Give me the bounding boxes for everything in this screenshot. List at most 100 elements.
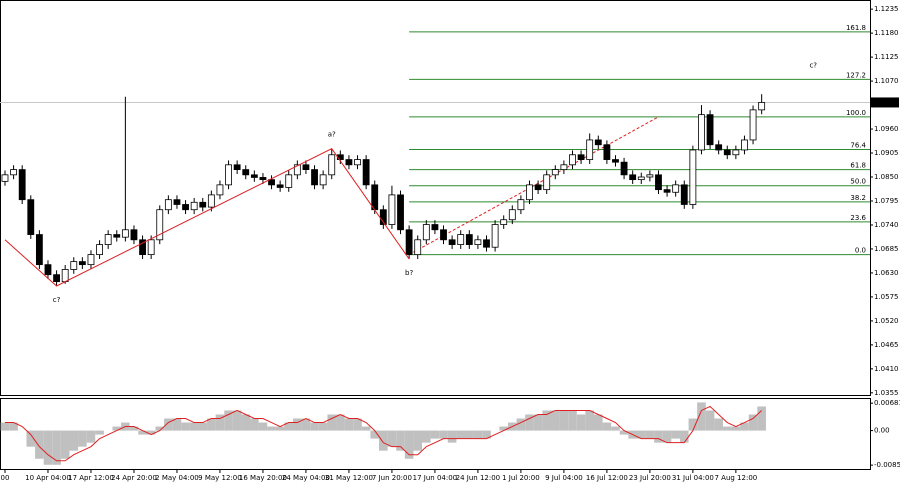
candle-body: [276, 184, 284, 188]
candle-body: [285, 174, 293, 188]
osc-bar: [336, 414, 345, 431]
candle-body: [732, 149, 740, 156]
candle-body: [268, 179, 275, 186]
osc-y-tick-label: 0.00: [874, 427, 890, 435]
candle-body: [698, 114, 705, 151]
x-tick-label: 10 Apr 04:00: [25, 474, 71, 482]
x-tick-label: 00: [1, 474, 10, 482]
osc-bar: [465, 430, 474, 439]
osc-bar: [370, 430, 380, 439]
main-panel: [0, 0, 871, 396]
candle-body: [362, 159, 370, 186]
candle-body: [27, 199, 35, 235]
candle-body: [663, 189, 671, 193]
osc-bar: [568, 410, 577, 431]
candle-body: [182, 204, 189, 211]
candle-body: [672, 184, 680, 193]
candle-body: [233, 164, 241, 170]
candle-body: [491, 224, 499, 248]
osc-bar: [267, 426, 276, 431]
osc-bar: [499, 426, 509, 431]
osc-y-tick-label: -0.00859: [874, 461, 900, 469]
osc-bar: [404, 430, 414, 459]
candle-body: [715, 144, 723, 151]
candle-body: [440, 229, 447, 241]
candle-body: [388, 194, 396, 225]
osc-bar: [284, 422, 294, 431]
candle-body: [422, 224, 430, 241]
candle-body: [259, 177, 267, 181]
fib-label: 23.6: [850, 214, 866, 222]
candle-body: [620, 161, 628, 176]
candle-body: [723, 149, 731, 156]
candle-body: [311, 169, 318, 186]
fib-label: 0.0: [855, 247, 866, 255]
candle-body: [706, 114, 714, 146]
osc-bar: [654, 430, 663, 443]
y-tick-label: 1.0740: [874, 221, 899, 229]
osc-bar: [353, 418, 362, 431]
y-tick-label: 1.1125: [874, 53, 899, 61]
wave-label: c?: [53, 296, 61, 304]
osc-bar: [559, 410, 569, 431]
x-tick-label: 24 Apr 20:00: [111, 474, 157, 482]
candle-body: [500, 219, 508, 225]
osc-bar: [198, 422, 208, 431]
x-tick-label: 24 Jun 12:00: [456, 474, 500, 482]
y-tick-label: 1.0355: [874, 389, 899, 397]
candle-body: [173, 199, 181, 205]
osc-bar: [525, 414, 534, 431]
osc-bar: [593, 414, 603, 431]
candle-body: [560, 164, 568, 170]
osc-bar: [379, 430, 388, 451]
candle-body: [543, 174, 551, 191]
candle-body: [680, 184, 688, 205]
osc-bar: [473, 430, 483, 439]
x-tick-label: 17 Jun 04:00: [413, 474, 457, 482]
candle-body: [508, 209, 516, 221]
osc-bar: [43, 430, 53, 465]
candle-body: [10, 169, 17, 176]
candle-body: [577, 154, 585, 160]
candle-body: [758, 102, 766, 111]
osc-bar: [78, 430, 87, 447]
y-tick-label: 1.0575: [874, 293, 899, 301]
y-tick-label: 1.0960: [874, 125, 899, 133]
candle-body: [354, 159, 361, 166]
candle-body: [551, 169, 559, 176]
osc-bar: [301, 418, 311, 431]
candle-body: [87, 254, 95, 266]
osc-bar: [95, 430, 104, 435]
osc-bar: [705, 410, 715, 431]
candle-body: [216, 184, 224, 196]
candle-body: [1, 174, 9, 182]
x-tick-label: 24 May 04:00: [282, 474, 330, 482]
osc-bar: [731, 426, 741, 431]
fib-label: 50.0: [850, 178, 866, 186]
osc-bar: [181, 422, 190, 431]
fib-label: 161.8: [846, 24, 866, 32]
candle-body: [655, 174, 662, 191]
candle-body: [586, 139, 594, 160]
candle-body: [603, 144, 611, 160]
candle-body: [147, 239, 155, 256]
osc-bar: [688, 418, 698, 431]
y-tick-label: 1.0905: [874, 149, 899, 157]
fib-label: 38.2: [850, 194, 866, 202]
candle-body: [18, 169, 26, 201]
osc-bar: [26, 430, 36, 447]
fib-label: 127.2: [846, 71, 866, 79]
x-tick-label: 7 Aug 12:00: [714, 474, 757, 482]
oscillator-panel: [0, 398, 871, 470]
osc-bar: [662, 430, 672, 443]
candle-body: [569, 154, 576, 166]
osc-bar: [757, 406, 766, 431]
candle-body: [121, 229, 129, 238]
osc-bar: [413, 430, 423, 451]
osc-bar: [69, 430, 79, 451]
candle-body: [113, 234, 121, 238]
x-tick-label: 23 Jul 20:00: [629, 474, 671, 482]
osc-bar: [189, 422, 199, 431]
candle-body: [345, 159, 353, 166]
